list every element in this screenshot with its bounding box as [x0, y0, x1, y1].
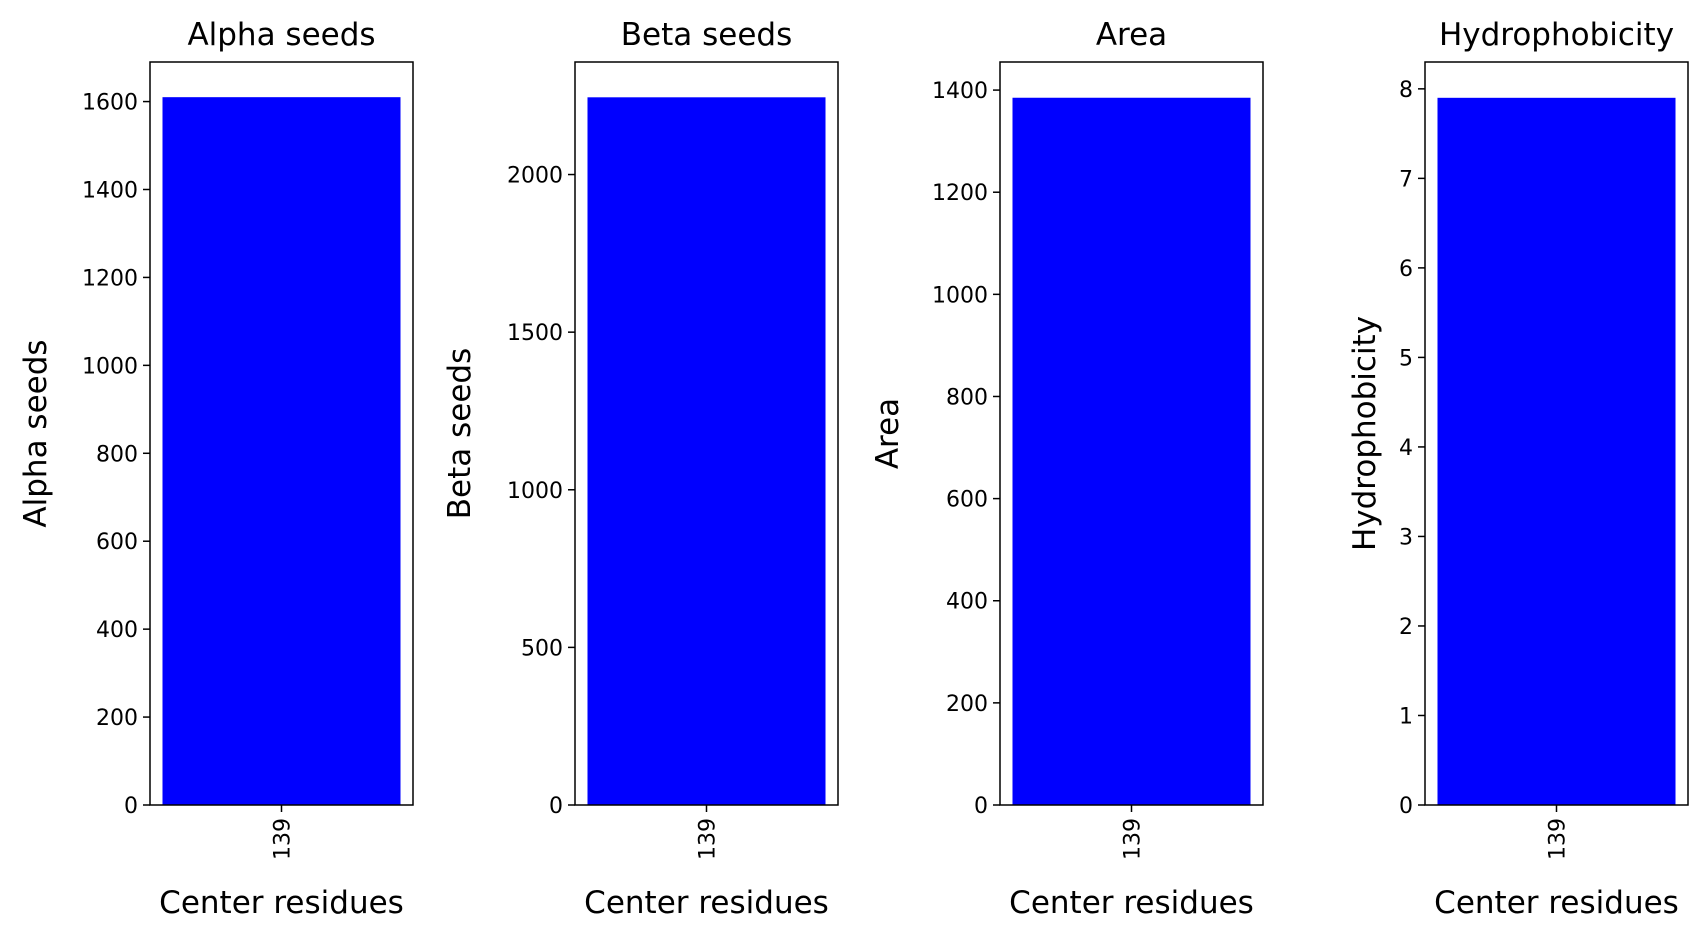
panel-title: Beta seeds: [621, 17, 792, 53]
y-tick-label: 1: [1399, 704, 1413, 729]
x-axis-label: Center residues: [1009, 885, 1254, 921]
y-tick-label: 800: [946, 385, 988, 410]
y-tick-label: 2000: [507, 164, 563, 189]
y-tick-label: 800: [96, 442, 138, 467]
x-tick-label: 139: [271, 818, 296, 860]
y-tick-label: 5: [1399, 346, 1413, 371]
x-tick-label: 139: [1546, 818, 1571, 860]
y-tick-label: 8: [1399, 78, 1413, 103]
y-tick-label: 2: [1399, 615, 1413, 640]
y-tick-label: 0: [549, 794, 563, 819]
y-tick-label: 0: [974, 794, 988, 819]
y-tick-label: 1200: [932, 181, 988, 206]
bar: [1012, 97, 1251, 805]
y-tick-label: 1400: [82, 178, 138, 203]
y-tick-label: 400: [946, 590, 988, 615]
axes-frame: [149, 61, 414, 806]
y-tick-label: 600: [96, 530, 138, 555]
subplot-3: 139 0 200 400 600 800 1000 1200 1400 Area Center r…: [870, 17, 1264, 921]
axes-frame: [574, 61, 839, 806]
y-tick-label: 400: [96, 618, 138, 643]
y-tick-label: 1200: [82, 266, 138, 291]
x-axis-label: Center residues: [584, 885, 829, 921]
axes-frame: [999, 61, 1264, 806]
y-tick-label: 1600: [82, 91, 138, 116]
subplot-2: 139 0 500 1000 1500 2000 Beta seeds Center resi…: [442, 17, 839, 921]
panel-title: Hydrophobicity: [1439, 17, 1674, 53]
panel-title: Alpha seeds: [187, 17, 375, 53]
y-tick-label: 4: [1399, 436, 1413, 461]
y-tick-label: 600: [946, 488, 988, 513]
y-tick-label: 200: [946, 692, 988, 717]
y-axis-label: Beta seeds: [442, 348, 478, 519]
y-tick-label: 1000: [932, 283, 988, 308]
bar: [1437, 97, 1676, 805]
x-axis-label: Center residues: [159, 885, 404, 921]
bar: [587, 97, 826, 805]
y-tick-label: 200: [96, 706, 138, 731]
y-tick-label: 6: [1399, 257, 1413, 282]
x-tick-label: 139: [1121, 818, 1146, 860]
axes-frame: [1424, 61, 1689, 806]
y-tick-label: 3: [1399, 525, 1413, 550]
y-tick-label: 0: [1399, 794, 1413, 819]
x-axis-label: Center residues: [1434, 885, 1679, 921]
x-tick-label: 139: [696, 818, 721, 860]
y-axis-label: Area: [870, 398, 906, 469]
y-tick-label: 7: [1399, 167, 1413, 192]
bar: [162, 97, 401, 805]
y-axis-label: Alpha seeds: [18, 339, 54, 527]
y-tick-label: 1400: [932, 79, 988, 104]
panel-title: Area: [1096, 17, 1167, 53]
y-tick-label: 0: [124, 794, 138, 819]
subplot-1: 139 0 200 400 600 800 1000 1200 1400 1600 Alpha se…: [18, 17, 414, 921]
y-tick-label: 1500: [507, 321, 563, 346]
y-tick-label: 1000: [507, 479, 563, 504]
subplot-4: 139 0 1 2 3 4 5 6 7 8 Hydrophobicity Center residue…: [1347, 17, 1689, 921]
y-tick-label: 500: [521, 636, 563, 661]
y-axis-label: Hydrophobicity: [1347, 316, 1383, 551]
y-tick-label: 1000: [82, 354, 138, 379]
